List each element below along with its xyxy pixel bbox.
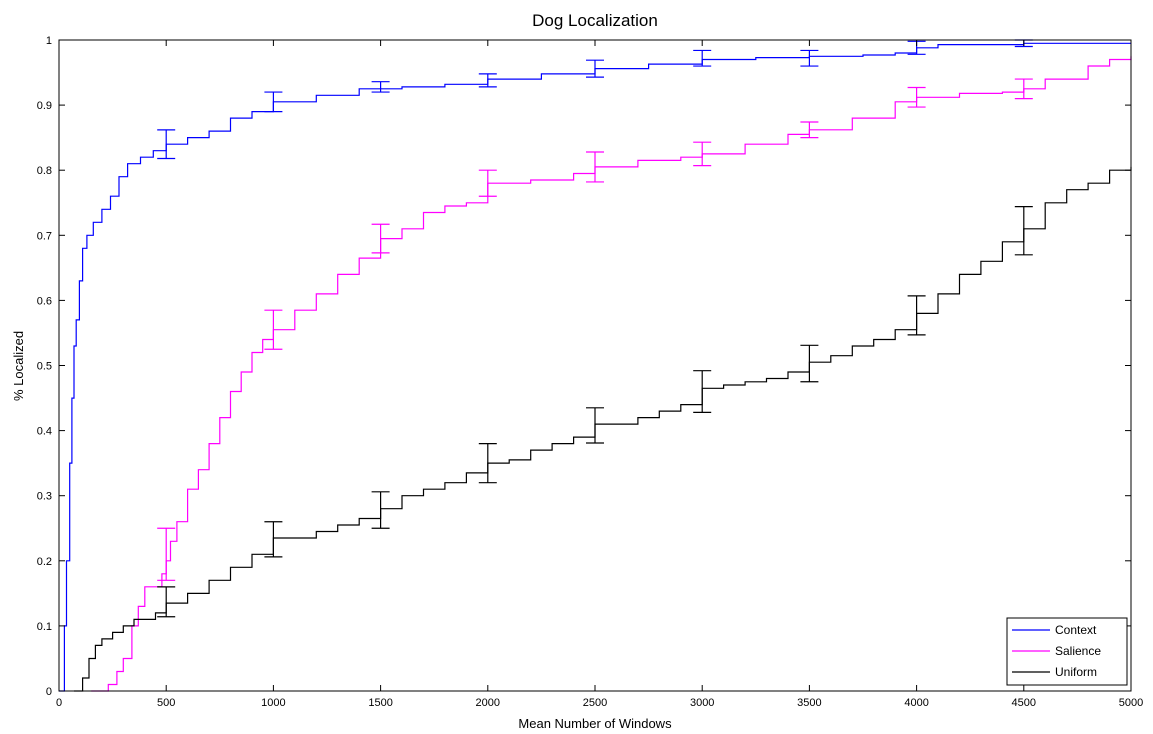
y-tick-label: 0.6 (37, 295, 52, 307)
x-tick-label: 1500 (368, 697, 392, 709)
legend-label-salience: Salience (1055, 644, 1101, 658)
ticks-layer: 0 500 1000 1500 2000 2500 3000 3500 4000 4500 5000… (37, 35, 1144, 709)
error-bar-uniform (693, 370, 712, 413)
error-bar-salience (478, 169, 497, 197)
x-tick-label: 4000 (904, 697, 928, 709)
error-bar-uniform (371, 491, 390, 529)
y-tick-label: 0.9 (37, 100, 52, 112)
x-tick-label: 5000 (1119, 697, 1143, 709)
error-bar-salience (371, 223, 390, 254)
y-tick-label: 0.2 (37, 556, 52, 568)
y-tick-label: 1 (46, 35, 52, 47)
error-bar-salience (693, 141, 712, 167)
x-tick-label: 3500 (797, 697, 821, 709)
y-axis-label: % Localized (11, 331, 26, 401)
error-bar-uniform (907, 295, 926, 336)
error-bar-uniform (1014, 206, 1033, 256)
y-tick-label: 0.1 (37, 621, 52, 633)
x-tick-label: 0 (56, 697, 62, 709)
y-tick-label: 0.3 (37, 491, 52, 503)
x-tick-label: 2000 (476, 697, 500, 709)
error-bar-salience (157, 527, 176, 581)
error-bar-context (586, 59, 604, 78)
error-bar-salience (264, 309, 283, 350)
x-tick-label: 500 (157, 697, 175, 709)
error-bar-salience (907, 86, 926, 108)
x-tick-label: 3000 (690, 697, 714, 709)
error-bar-uniform (157, 586, 176, 618)
chart-title: Dog Localization (532, 11, 658, 30)
error-bar-salience (800, 121, 819, 139)
error-bar-context (693, 49, 712, 67)
error-bar-context (800, 49, 819, 67)
error-bar-uniform (586, 407, 604, 444)
y-tick-label: 0.8 (37, 165, 52, 177)
error-bar-uniform (478, 443, 497, 484)
legend: Context Salience Uniform (1006, 617, 1128, 686)
error-bar-context (264, 91, 283, 113)
x-tick-label: 4500 (1012, 697, 1036, 709)
legend-label-context: Context (1055, 623, 1097, 637)
series-line-context (59, 42, 1131, 692)
series-line-uniform (74, 166, 1132, 692)
legend-label-uniform: Uniform (1055, 665, 1097, 679)
error-bar-uniform (800, 344, 819, 383)
error-bar-context (371, 81, 390, 93)
y-tick-label: 0.7 (37, 230, 52, 242)
x-tick-label: 1000 (261, 697, 285, 709)
error-bar-salience (586, 151, 604, 183)
error-bar-context (478, 73, 497, 88)
y-tick-label: 0.4 (37, 426, 52, 438)
x-tick-label: 2500 (583, 697, 607, 709)
plot-background (59, 40, 1131, 691)
error-bar-context (157, 129, 176, 160)
y-tick-label: 0.5 (37, 361, 52, 373)
series-line-salience (91, 56, 1132, 692)
error-bar-uniform (264, 521, 283, 558)
x-axis-label: Mean Number of Windows (518, 716, 672, 731)
y-tick-label: 0 (46, 686, 52, 698)
error-bar-salience (1014, 78, 1033, 100)
